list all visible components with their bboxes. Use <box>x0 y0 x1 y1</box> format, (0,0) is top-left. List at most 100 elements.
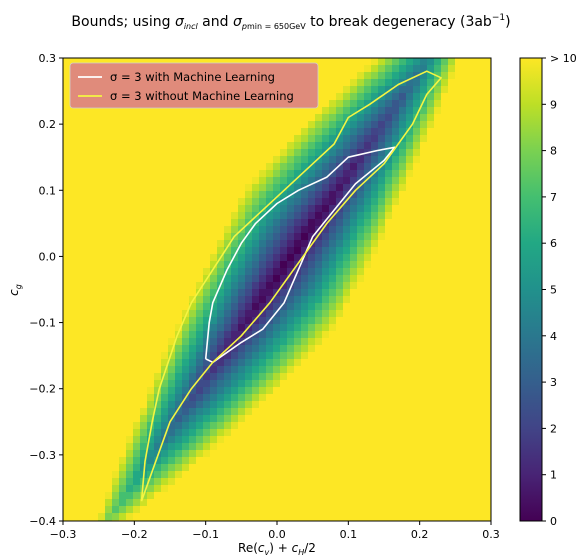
x-tick-label: 0.2 <box>411 528 429 541</box>
heatmap-cell <box>448 226 456 234</box>
heatmap-cell <box>294 464 302 472</box>
heatmap-cell <box>203 443 211 451</box>
heatmap-cell <box>406 296 414 304</box>
heatmap-cell <box>357 464 365 472</box>
heatmap-cell <box>133 268 141 276</box>
heatmap-cell <box>294 226 302 234</box>
heatmap-cell <box>434 275 442 283</box>
heatmap-cell <box>231 128 239 136</box>
heatmap-cell <box>259 422 267 430</box>
heatmap-cell <box>308 401 316 409</box>
heatmap-cell <box>77 492 85 500</box>
heatmap-cell <box>448 170 456 178</box>
heatmap-cell <box>70 240 78 248</box>
heatmap-cell <box>217 240 225 248</box>
heatmap-cell <box>266 352 274 360</box>
heatmap-cell <box>469 191 477 199</box>
heatmap-cell <box>161 240 169 248</box>
heatmap-cell <box>140 387 148 395</box>
heatmap-cell <box>336 310 344 318</box>
heatmap-cell <box>175 387 183 395</box>
heatmap-cell <box>168 142 176 150</box>
heatmap-cell <box>357 233 365 241</box>
heatmap-cell <box>322 422 330 430</box>
heatmap-cell <box>238 310 246 318</box>
heatmap-cell <box>245 296 253 304</box>
heatmap-cell <box>259 296 267 304</box>
heatmap-cell <box>189 128 197 136</box>
heatmap-cell <box>98 415 106 423</box>
heatmap-cell <box>70 198 78 206</box>
heatmap-cell <box>378 170 386 178</box>
heatmap-cell <box>455 324 463 332</box>
heatmap-cell <box>364 338 372 346</box>
heatmap-cell <box>483 506 491 514</box>
heatmap-cell <box>168 156 176 164</box>
heatmap-cell <box>84 254 92 262</box>
heatmap-cell <box>476 513 484 521</box>
heatmap-cell <box>119 352 127 360</box>
heatmap-cell <box>245 422 253 430</box>
heatmap-cell <box>329 65 337 73</box>
heatmap-cell <box>252 464 260 472</box>
heatmap-cell <box>371 499 379 507</box>
heatmap-cell <box>483 310 491 318</box>
heatmap-cell <box>63 72 71 80</box>
heatmap-cell <box>105 450 113 458</box>
heatmap-cell <box>343 478 351 486</box>
heatmap-cell <box>455 282 463 290</box>
heatmap-cell <box>238 114 246 122</box>
heatmap-cell <box>469 513 477 521</box>
heatmap-cell <box>280 380 288 388</box>
heatmap-cell <box>133 471 141 479</box>
heatmap-cell <box>63 268 71 276</box>
heatmap-cell <box>441 492 449 500</box>
heatmap-cell <box>259 114 267 122</box>
heatmap-cell <box>70 247 78 255</box>
heatmap-cell <box>231 422 239 430</box>
heatmap-cell <box>413 436 421 444</box>
heatmap-cell <box>140 191 148 199</box>
heatmap-cell <box>147 205 155 213</box>
heatmap-cell <box>224 429 232 437</box>
heatmap-cell <box>175 261 183 269</box>
heatmap-cell <box>70 135 78 143</box>
heatmap-cell <box>77 513 85 521</box>
heatmap-cell <box>266 359 274 367</box>
heatmap-cell <box>84 436 92 444</box>
heatmap-cell <box>392 352 400 360</box>
heatmap-cell <box>343 58 351 66</box>
heatmap-cell <box>126 184 134 192</box>
heatmap-cell <box>98 513 106 521</box>
heatmap-cell <box>231 310 239 318</box>
heatmap-cell <box>161 296 169 304</box>
heatmap-cell <box>406 233 414 241</box>
heatmap-cell <box>238 436 246 444</box>
heatmap-cell <box>385 191 393 199</box>
heatmap-cell <box>392 429 400 437</box>
heatmap-cell <box>133 233 141 241</box>
heatmap-cell <box>98 331 106 339</box>
heatmap-cell <box>105 394 113 402</box>
heatmap-cell <box>287 205 295 213</box>
heatmap-cell <box>420 177 428 185</box>
heatmap-cell <box>161 513 169 521</box>
heatmap-cell <box>469 247 477 255</box>
heatmap-cell <box>175 310 183 318</box>
heatmap-cell <box>427 457 435 465</box>
heatmap-cell <box>63 226 71 234</box>
heatmap-cell <box>126 212 134 220</box>
heatmap-cell <box>105 282 113 290</box>
heatmap-cell <box>182 240 190 248</box>
heatmap-cell <box>133 261 141 269</box>
heatmap-cell <box>140 254 148 262</box>
heatmap-cell <box>378 261 386 269</box>
heatmap-cell <box>427 100 435 108</box>
heatmap-cell <box>420 317 428 325</box>
heatmap-cell <box>147 114 155 122</box>
heatmap-cell <box>427 212 435 220</box>
heatmap-cell <box>252 324 260 332</box>
heatmap-cell <box>371 303 379 311</box>
heatmap-cell <box>105 380 113 388</box>
heatmap-cell <box>140 170 148 178</box>
